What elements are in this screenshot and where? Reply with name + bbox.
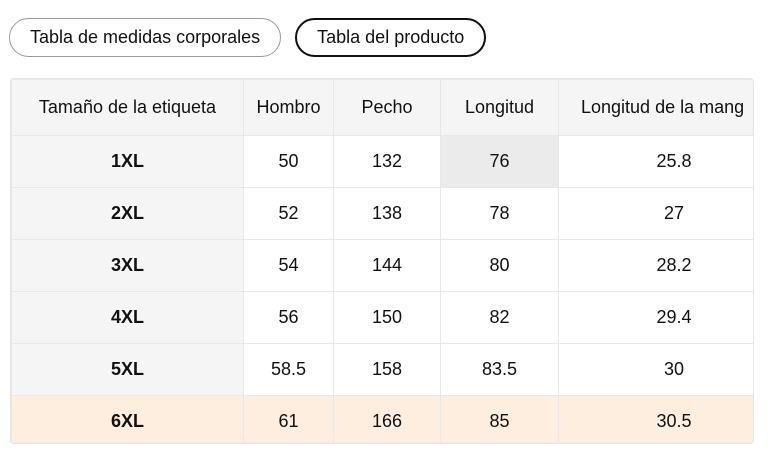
row: 5XL 58.5 158 83.5 30 — [11, 343, 753, 396]
size-cell: 5XL — [11, 343, 244, 396]
row: 3XL 54 144 80 28.2 — [11, 239, 753, 292]
size-cell: 3XL — [11, 239, 244, 292]
cell: 54 — [243, 239, 334, 292]
size-cell: 4XL — [11, 291, 244, 344]
tab[interactable]: Tabla de medidas corporales — [9, 18, 282, 57]
row: 4XL 56 150 82 29.4 — [11, 291, 753, 344]
cell: 158 — [333, 343, 441, 396]
cell: 52 — [243, 187, 334, 240]
header-row: Tamaño de la etiqueta Hombro Pecho Longitud… — [11, 79, 753, 136]
cell: 144 — [333, 239, 441, 292]
tab-selected[interactable]: Tabla del producto — [295, 18, 487, 57]
cell: 61 — [243, 395, 334, 443]
header-cell: Longitud — [440, 79, 559, 136]
row: 1XL 50 132 76 25.8 — [11, 135, 753, 188]
table-container: Tamaño de la etiqueta Hombro Pecho Longitud… — [10, 78, 754, 444]
cell: 30.5 — [558, 395, 753, 443]
row: 2XL 52 138 78 27 — [11, 187, 753, 240]
tab-bar: Tabla de medidas corporales Tabla del pr… — [9, 18, 487, 57]
cell: 56 — [243, 291, 334, 344]
cell: 28.2 — [558, 239, 753, 292]
header-cell: Tamaño de la etiqueta — [11, 79, 244, 136]
header-cell: Longitud de la mang — [558, 79, 753, 136]
header-cell: Pecho — [333, 79, 441, 136]
cell: 30 — [558, 343, 753, 396]
header-cell: Hombro — [243, 79, 334, 136]
size-cell: 1XL — [11, 135, 244, 188]
cell: 58.5 — [243, 343, 334, 396]
cell: 85 — [440, 395, 559, 443]
size-cell: 6XL — [11, 395, 244, 443]
size-table: Tamaño de la etiqueta Hombro Pecho Longitud… — [11, 79, 753, 443]
cell: 80 — [440, 239, 559, 292]
cell: 76 — [440, 135, 559, 188]
cell: 25.8 — [558, 135, 753, 188]
cell: 166 — [333, 395, 441, 443]
cell: 132 — [333, 135, 441, 188]
cell: 29.4 — [558, 291, 753, 344]
cell: 83.5 — [440, 343, 559, 396]
cell: 82 — [440, 291, 559, 344]
cell: 138 — [333, 187, 441, 240]
cell: 27 — [558, 187, 753, 240]
size-cell: 2XL — [11, 187, 244, 240]
cell: 78 — [440, 187, 559, 240]
row: 6XL 61 166 85 30.5 — [11, 395, 753, 443]
cell: 150 — [333, 291, 441, 344]
cell: 50 — [243, 135, 334, 188]
